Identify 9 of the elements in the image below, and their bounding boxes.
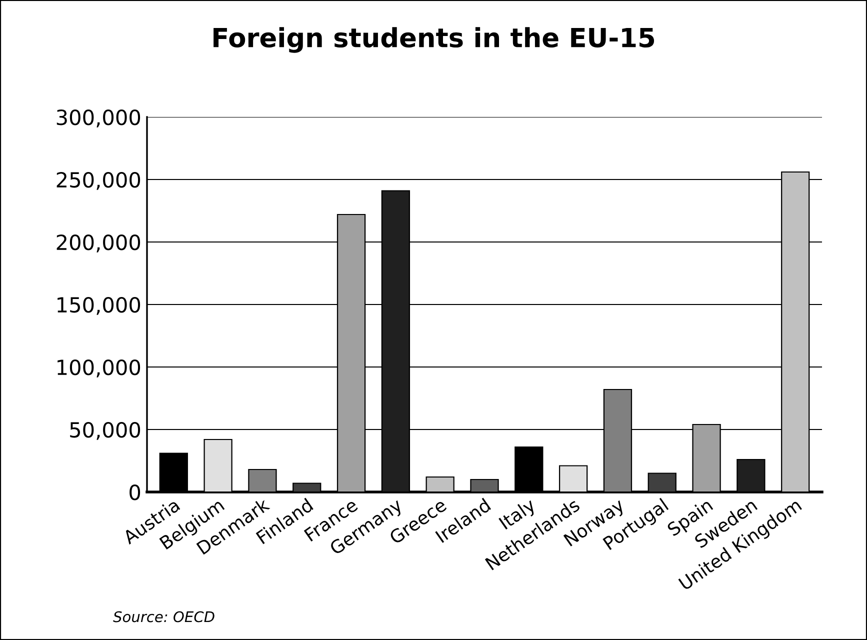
y-tick-label: 50,000 bbox=[70, 422, 140, 440]
y-tick-label: 300,000 bbox=[56, 109, 140, 128]
y-tick-label: 150,000 bbox=[58, 296, 140, 315]
source-note: Source: OECD bbox=[113, 611, 214, 622]
y-tick-label: 0 bbox=[130, 484, 140, 500]
y-tick-label: 250,000 bbox=[56, 172, 140, 190]
y-tick-label: 100,000 bbox=[58, 359, 140, 378]
chart-title: Foreign students in the EU-15 bbox=[214, 27, 654, 53]
y-tick-label: 200,000 bbox=[56, 234, 140, 252]
